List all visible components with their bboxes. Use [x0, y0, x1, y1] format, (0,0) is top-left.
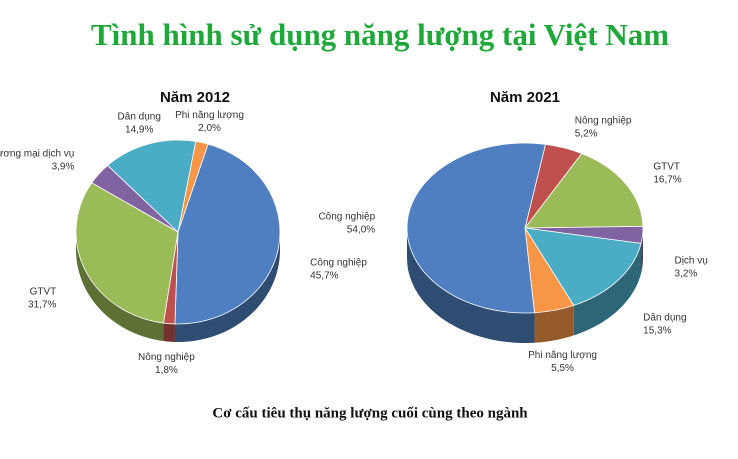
slice: [524, 152, 644, 229]
slice-value-label: 54,0%: [347, 225, 375, 236]
slice-side: [163, 323, 175, 342]
slice-label: Thương mại dịch vụ: [0, 148, 74, 159]
slice-value-label: 3,2%: [674, 268, 697, 279]
chart-title: Năm 2012: [160, 89, 230, 106]
slice-value-label: 1,8%: [155, 365, 178, 376]
slice: [524, 227, 642, 306]
slice-label: Dịch vụ: [674, 255, 707, 266]
slice-side: [407, 228, 535, 343]
slice-label: Dân dụng: [643, 313, 686, 324]
slice-side: [534, 305, 574, 343]
slice-label: Công nghiệp: [310, 257, 367, 268]
slice-label: Phi năng lượng: [175, 110, 244, 121]
slice-label: GTVT: [30, 286, 57, 297]
slice-side: [641, 228, 643, 274]
slice-value-label: 2,0%: [198, 123, 221, 134]
slice-value-label: 31,7%: [28, 299, 56, 310]
chart-title: Năm 2021: [490, 89, 560, 106]
caption: Cơ cấu tiêu thụ năng lượng cuối cùng the…: [212, 405, 528, 421]
slice-label: Nông nghiệp: [575, 116, 632, 127]
slice-label: Dân dụng: [118, 112, 161, 123]
slice-label: Công nghiệp: [318, 212, 375, 223]
slice-label: GTVT: [653, 161, 680, 172]
slice-label: Phi năng lượng: [528, 350, 597, 361]
slice-value-label: 15,3%: [643, 326, 671, 337]
slice-value-label: 14,9%: [125, 125, 153, 136]
slice: [406, 142, 546, 314]
slice-side: [573, 243, 642, 336]
slice-side: [174, 232, 280, 342]
slice-value-label: 5,5%: [551, 363, 574, 374]
slice: [107, 139, 197, 233]
slice-value-label: 16,7%: [653, 174, 681, 185]
slice-value-label: 45,7%: [310, 270, 338, 281]
slice-side: [76, 232, 164, 342]
slice: [174, 143, 281, 325]
page-title: Tình hình sử dụng năng lượng tại Việt Na…: [91, 17, 669, 52]
slice-value-label: 3,9%: [52, 161, 75, 172]
slice-value-label: 5,2%: [575, 129, 598, 140]
slice-label: Nông nghiệp: [138, 352, 195, 363]
